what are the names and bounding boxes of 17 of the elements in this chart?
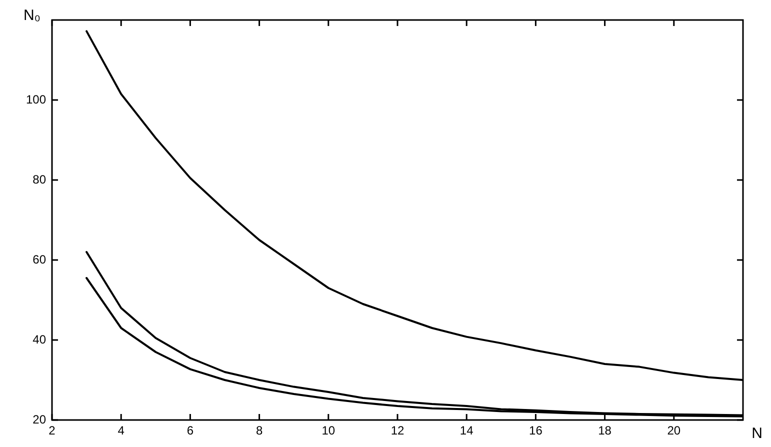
x-tick-label: 12 [390,424,404,438]
x-axis-title: N [752,425,762,442]
x-tick-label: 6 [186,424,194,438]
y-tick-label: 20 [32,412,46,426]
x-tick-label: 2 [48,424,56,438]
x-tick-label: 16 [529,424,543,438]
x-tick-label: 20 [667,424,681,438]
x-tick-label: 14 [460,424,474,438]
y-tick-label: 60 [32,252,46,266]
x-tick-label: 8 [256,424,263,438]
y-tick-label: 80 [32,172,46,186]
y-axis-title: N₀ [23,7,41,24]
y-tick-label: 40 [32,332,46,346]
x-tick-label: 10 [322,424,336,438]
x-tick-label: 4 [118,424,125,438]
x-tick-label: 18 [598,424,612,438]
y-tick-label: 100 [26,92,46,106]
